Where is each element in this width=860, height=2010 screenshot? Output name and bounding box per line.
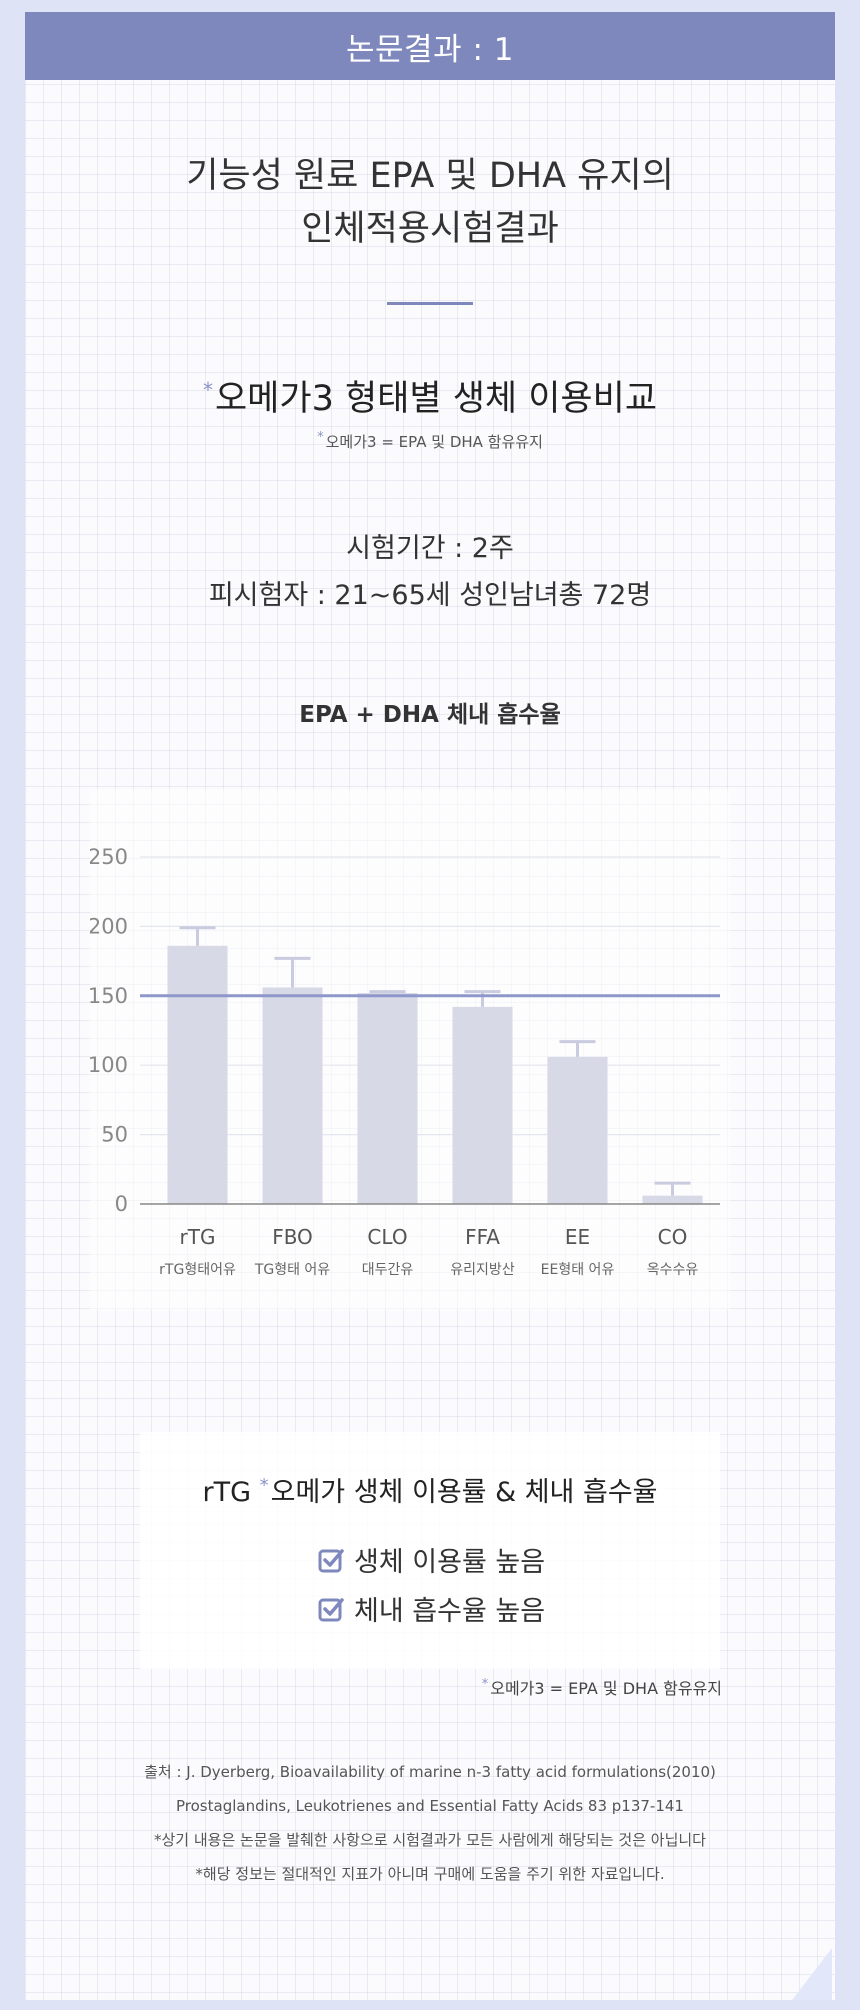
x-tick-sublabel: 대두간유 [362, 1262, 414, 1278]
x-tick-sublabel: rTG형태어유 [159, 1262, 236, 1278]
asterisk-mark: * [259, 1475, 269, 1496]
summary-box: rTG *오메가 생체 이용률 & 체내 흡수율 생체 이용률 높음 체내 흡수… [140, 1432, 720, 1669]
summary-item: 생체 이용률 높음 [318, 1540, 545, 1579]
bar [262, 987, 323, 1204]
corner-decoration [792, 1948, 832, 2000]
section-note: * 오메가3 = EPA 및 DHA 함유유지 [25, 430, 835, 452]
x-tick-sublabel: TG형태 어유 [254, 1262, 330, 1278]
intro-title-line2: 인체적용시험결과 [301, 209, 559, 249]
bar [452, 1006, 513, 1204]
x-tick-label: EE [565, 1225, 590, 1249]
summary-title: rTG *오메가 생체 이용률 & 체내 흡수율 [140, 1470, 720, 1509]
disclaimer-line: *해당 정보는 절대적인 지표가 아니며 구매에 도움을 주기 위한 자료입니다… [195, 1865, 665, 1883]
references: 출처 : J. Dyerberg, Bioavailability of mar… [25, 1755, 835, 1891]
section-subtitle-text: 오메가3 형태별 생체 이용비교 [214, 379, 658, 419]
bar [547, 1056, 608, 1204]
chart-panel: 0 50 100 150 200 250 rTG rTG형태어유 FBO TG형태 어유 CLO 대두… [90, 790, 730, 1310]
x-tick-sublabel: 옥수수유 [647, 1262, 699, 1278]
y-tick-label: 50 [101, 1123, 128, 1147]
y-tick-label: 250 [90, 845, 128, 869]
chart-title: EPA + DHA 체내 흡수율 [299, 702, 561, 728]
intro-title-line1: 기능성 원료 EPA 및 DHA 유지의 [186, 156, 674, 196]
intro-title: 기능성 원료 EPA 및 DHA 유지의 인체적용시험결과 [25, 150, 835, 256]
y-tick-label: 200 [90, 914, 128, 938]
study-info: 시험기간 : 2주 피시험자 : 21~65세 성인남녀총 72명 [25, 525, 835, 619]
reference-source: 출처 : J. Dyerberg, Bioavailability of mar… [144, 1763, 716, 1781]
y-tick-label: 100 [90, 1053, 128, 1077]
x-tick-label: CO [658, 1225, 688, 1249]
x-tick-label: FFA [465, 1225, 500, 1249]
page-header: 논문결과 : 1 [25, 12, 835, 80]
x-tick-label: CLO [367, 1225, 407, 1249]
summary-title-prefix: rTG [202, 1477, 260, 1508]
summary-item-label: 생체 이용률 높음 [354, 1547, 546, 1578]
disclaimer-line: *상기 내용은 논문을 발췌한 사항으로 시험결과가 모든 사람에게 해당되는 … [154, 1831, 706, 1849]
y-tick-label: 0 [115, 1192, 128, 1216]
x-tick-label: rTG [180, 1225, 216, 1249]
section-divider [387, 302, 473, 305]
summary-title-rest: 오메가 생체 이용률 & 체내 흡수율 [270, 1477, 658, 1508]
bar [642, 1195, 703, 1204]
footnote-text: 오메가3 = EPA 및 DHA 함유유지 [490, 1679, 722, 1698]
x-tick-label: FBO [272, 1225, 313, 1249]
asterisk-mark: * [202, 378, 213, 403]
x-tick-sublabel: EE형태 어유 [541, 1262, 615, 1278]
x-tick-sublabel: 유리지방산 [450, 1262, 515, 1278]
study-subjects: 피시험자 : 21~65세 성인남녀총 72명 [208, 580, 652, 611]
footnote: * 오메가3 = EPA 및 DHA 함유유지 [25, 1675, 722, 1699]
study-period: 시험기간 : 2주 [346, 533, 514, 564]
summary-item-label: 체내 흡수율 높음 [354, 1596, 546, 1627]
bar-chart: 0 50 100 150 200 250 rTG rTG형태어유 FBO TG형태 어유 CLO 대두… [90, 845, 720, 1278]
bar [167, 945, 228, 1204]
section-note-text: 오메가3 = EPA 및 DHA 함유유지 [325, 433, 543, 451]
summary-item: 체내 흡수율 높음 [318, 1589, 545, 1628]
reference-journal: Prostaglandins, Leukotrienes and Essenti… [176, 1797, 684, 1815]
checkbox-checked-icon [318, 1597, 344, 1621]
header-title: 논문결과 : 1 [346, 31, 514, 68]
asterisk-mark: * [481, 1676, 489, 1692]
checkbox-checked-icon [318, 1548, 344, 1572]
section-subtitle: *오메가3 형태별 생체 이용비교 [25, 370, 835, 421]
bar [357, 993, 418, 1204]
y-tick-label: 150 [90, 984, 128, 1008]
asterisk-mark: * [317, 430, 324, 445]
